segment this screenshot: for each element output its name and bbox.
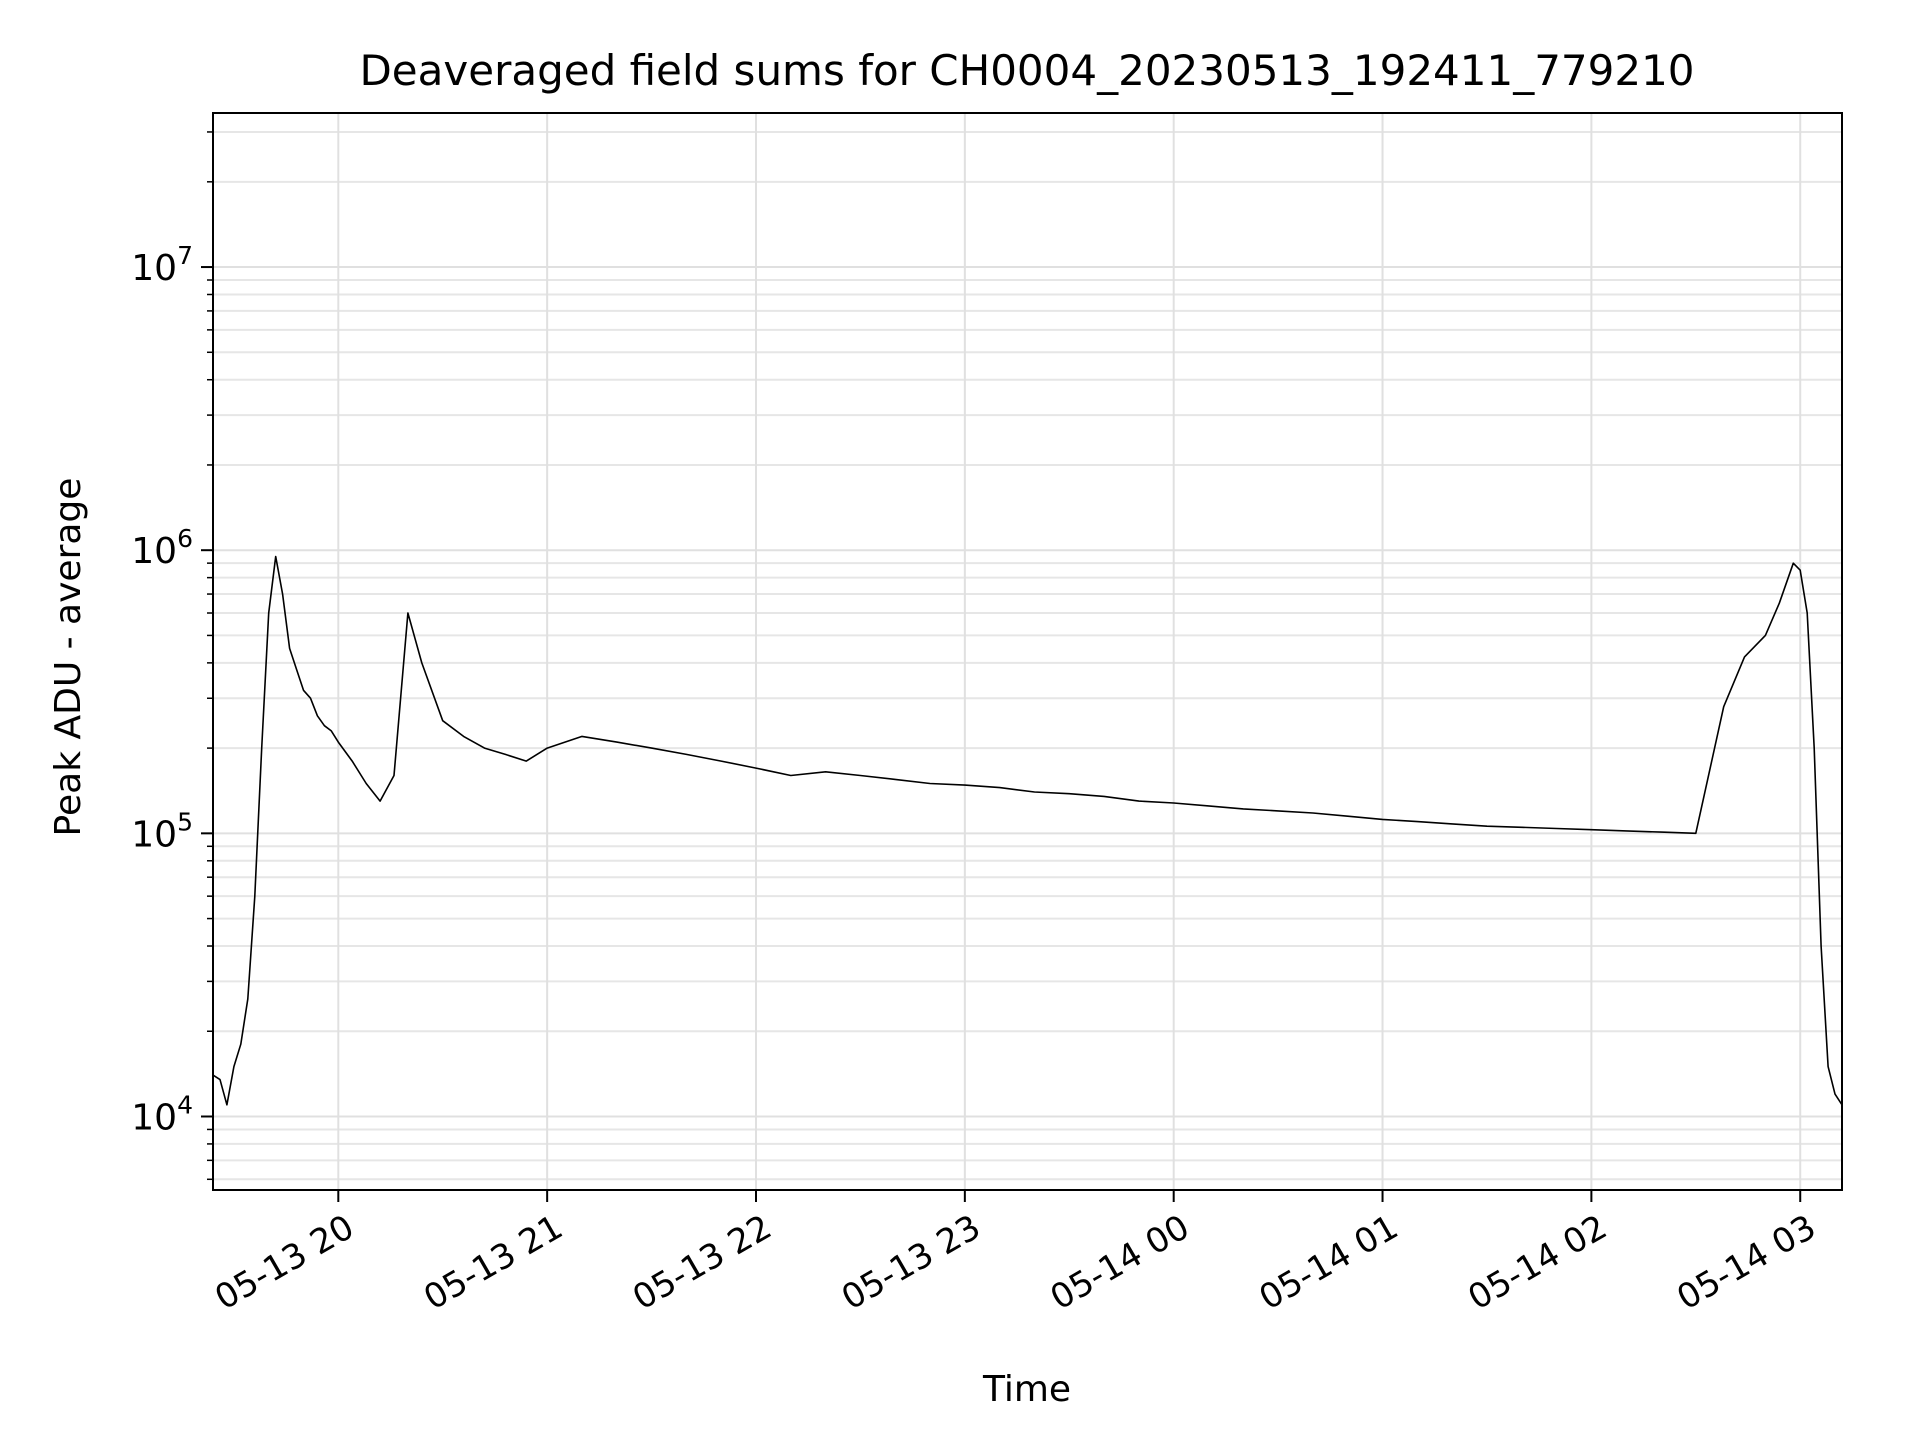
series-group [212, 555, 1843, 1106]
y-tick-label: 104 [131, 1090, 193, 1138]
plot-frame [212, 112, 1843, 1191]
series-line [212, 555, 1843, 1106]
y-axis-ticks: 104 105 106 107 [131, 131, 213, 1181]
chart-title: Deaveraged field sums for CH0004_2023051… [359, 46, 1694, 95]
y-tick-label: 105 [131, 807, 193, 855]
y-tick-label: 106 [131, 524, 193, 572]
y-tick-label: 107 [131, 241, 193, 289]
x-axis-label: Time [982, 1369, 1071, 1410]
y-axis-label: Peak ADU - average [48, 478, 89, 837]
grid-lines [213, 113, 1842, 1190]
